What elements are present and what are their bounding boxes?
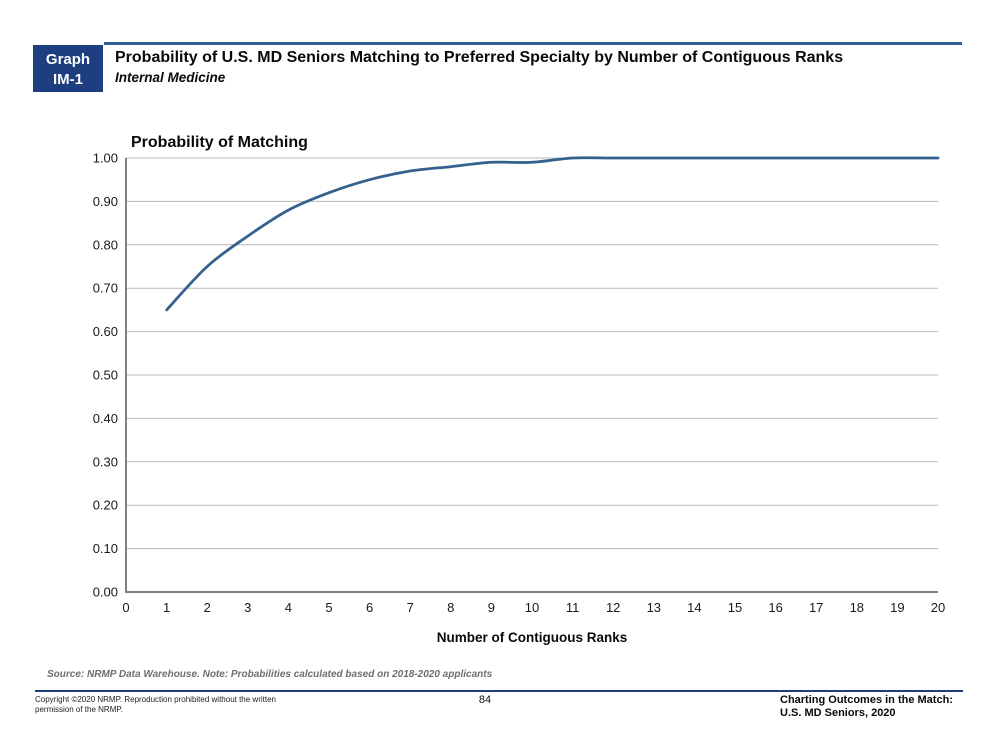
y-tick-label: 1.00 [93,151,118,166]
y-tick-label: 0.40 [93,411,118,426]
footer-copyright: Copyright ©2020 NRMP. Reproduction prohi… [35,695,276,714]
y-tick-label: 0.20 [93,498,118,513]
graph-badge-line2: IM-1 [53,71,83,88]
y-tick-label: 0.80 [93,237,118,252]
y-tick-label: 0.50 [93,368,118,383]
probability-curve [165,156,940,312]
page-number: 84 [478,694,492,706]
footer-publication-line2: U.S. MD Seniors, 2020 [780,707,896,719]
x-tick-label: 0 [122,600,129,615]
probability-chart: 0.00 0.10 0.20 0.30 0.40 0.50 0.60 0.70 0.80 0.90… [93,151,946,616]
x-axis-title: Number of Contiguous Ranks [436,630,628,645]
source-note: Source: NRMP Data Warehouse. Note: Proba… [47,669,493,680]
y-tick-label: 0.70 [93,281,118,296]
x-tick-label: 2 [204,600,211,615]
x-tick-label: 7 [407,600,414,615]
x-tick-label: 10 [525,600,539,615]
y-tick-label: 0.90 [93,194,118,209]
x-tick-label: 14 [687,600,701,615]
x-tick-label: 19 [890,600,904,615]
x-tick-label: 17 [809,600,823,615]
x-tick-label: 1 [163,600,170,615]
x-tick-label: 3 [244,600,251,615]
y-tick-label: 0.60 [93,324,118,339]
y-tick-label: 0.10 [93,541,118,556]
x-tick-label: 5 [325,600,332,615]
x-tick-label: 18 [850,600,864,615]
x-tick-label: 9 [488,600,495,615]
graph-badge-line1: Graph [45,51,91,68]
page-title: Probability of U.S. MD Seniors Matching … [115,49,844,66]
x-tick-label: 15 [728,600,742,615]
header-rule [104,42,962,45]
y-tick-label: 0.30 [93,454,118,469]
x-tick-label: 12 [606,600,620,615]
x-tick-label: 11 [566,600,580,615]
footer-publication: Charting Outcomes in the Match: U.S. MD … [780,694,953,720]
page-subtitle: Internal Medicine [115,70,226,85]
y-tick-label: 0.00 [93,585,118,600]
footer-publication-line1: Charting Outcomes in the Match: [780,694,953,706]
x-tick-label: 8 [447,600,454,615]
x-tick-label: 13 [647,600,661,615]
x-tick-label: 16 [768,600,782,615]
title-block: Probability of U.S. MD Seniors Matching … [115,48,895,85]
x-tick-label: 20 [931,600,945,615]
chart-title: Probability of Matching [131,134,308,151]
footer-rule [35,690,963,692]
x-tick-label: 4 [285,600,292,615]
graph-badge: Graph IM-1 [33,45,103,92]
x-tick-label: 6 [366,600,373,615]
